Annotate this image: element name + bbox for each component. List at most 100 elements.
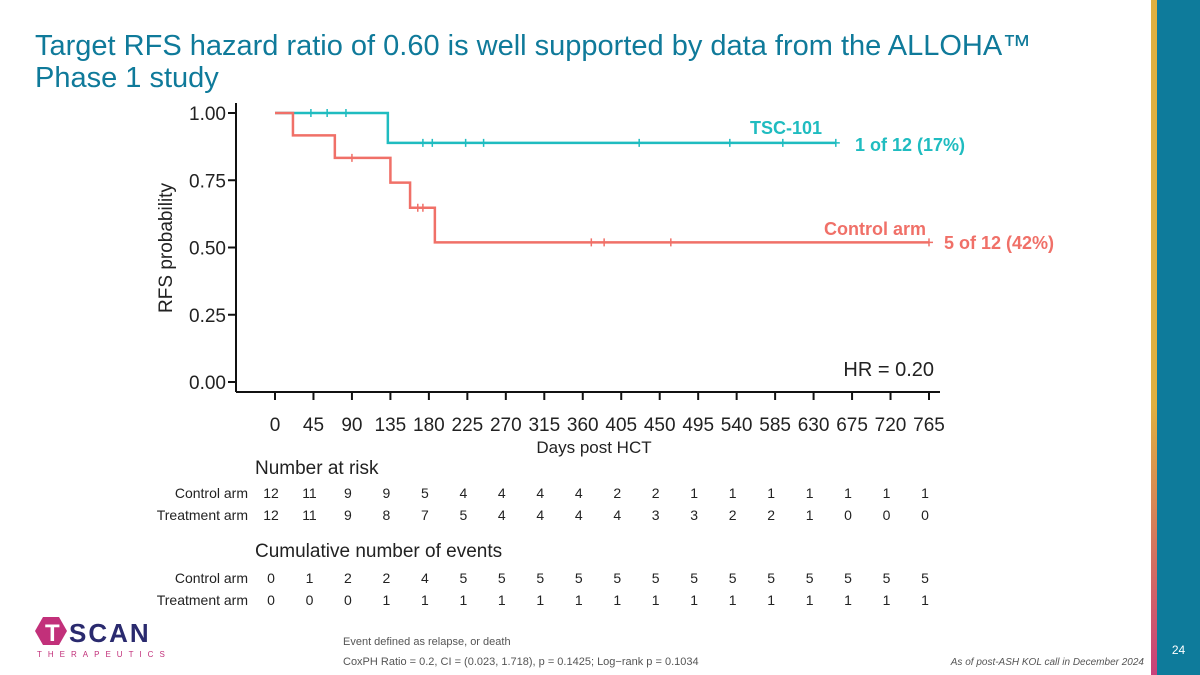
events-table-cell: 1 (536, 592, 544, 608)
risk-table-cell: 4 (575, 485, 583, 501)
risk-table-cell: 11 (302, 485, 317, 501)
x-tick-label: 630 (798, 415, 830, 436)
tsc101-label: TSC-101 (750, 118, 822, 138)
risk-table-cell: 1 (921, 485, 929, 501)
events-table-cell: 5 (575, 570, 583, 586)
censor-mark (725, 138, 734, 147)
x-tick-label: 0 (270, 415, 281, 436)
x-tick-label: 225 (452, 415, 484, 436)
page-number: 24 (1171, 643, 1186, 657)
risk-table-cell: 3 (690, 507, 698, 523)
censor-mark (428, 138, 437, 147)
events-table-cell: 5 (767, 570, 775, 586)
events-table-cell: 0 (267, 592, 275, 608)
risk-table-cell: 4 (536, 507, 544, 523)
risk-table-cell: 2 (729, 507, 737, 523)
x-tick-label: 405 (605, 415, 637, 436)
risk-table-cell: 0 (921, 507, 929, 523)
as-of-note: As of post-ASH KOL call in December 2024 (950, 657, 1144, 668)
y-tick-label: 1.00 (189, 104, 226, 125)
events-table-cell: 5 (806, 570, 814, 586)
censor-mark (635, 138, 644, 147)
risk-table-cell: 2 (613, 485, 621, 501)
censor-mark (418, 203, 427, 212)
y-tick-label: 0.25 (189, 306, 226, 327)
events-table-cell: 1 (844, 592, 852, 608)
censor-mark (925, 238, 933, 247)
y-tick-label: 0.00 (189, 373, 226, 394)
x-tick-label: 675 (836, 415, 868, 436)
events-table-cell: 1 (383, 592, 391, 608)
side-bar (1157, 0, 1200, 675)
tscan-logo: T SCAN THERAPEUTICS (35, 615, 175, 665)
x-tick-label: 450 (644, 415, 676, 436)
censor-mark (461, 138, 470, 147)
x-tick-label: 585 (759, 415, 791, 436)
events-table-cell: 1 (921, 592, 929, 608)
risk-table-cell: 8 (383, 507, 391, 523)
page-title: Target RFS hazard ratio of 0.60 is well … (35, 30, 1032, 94)
risk-table-cell: 0 (844, 507, 852, 523)
x-tick-label: 540 (721, 415, 753, 436)
censor-mark (666, 238, 675, 247)
events-table-cell: 1 (767, 592, 775, 608)
events-table-row-label: Treatment arm (157, 592, 248, 608)
events-table-cell: 5 (921, 570, 929, 586)
x-axis-label: Days post HCT (536, 438, 651, 457)
risk-table-cell: 1 (806, 485, 814, 501)
y-tick-label: 0.50 (189, 239, 226, 260)
risk-table-cell: 4 (536, 485, 544, 501)
risk-table-cell: 1 (883, 485, 891, 501)
x-tick-label: 135 (375, 415, 407, 436)
x-tick-label: 765 (913, 415, 945, 436)
risk-table-cell: 4 (498, 507, 506, 523)
svg-text:THERAPEUTICS: THERAPEUTICS (37, 650, 171, 659)
risk-table-cell: 1 (729, 485, 737, 501)
events-table-cell: 1 (459, 592, 467, 608)
events-table-cell: 4 (421, 570, 429, 586)
risk-table-cell: 7 (421, 507, 429, 523)
risk-table-cell: 12 (263, 485, 279, 501)
km-curve-tsc101 (275, 111, 836, 145)
events-table-cell: 1 (729, 592, 737, 608)
risk-table-row-label: Control arm (175, 485, 248, 501)
svg-text:SCAN: SCAN (69, 618, 151, 648)
events-table-cell: 1 (306, 570, 314, 586)
events-table-cell: 0 (267, 570, 275, 586)
risk-table-cell: 1 (806, 507, 814, 523)
risk-table-cell: 9 (383, 485, 391, 501)
censor-mark (306, 109, 315, 117)
risk-table-cell: 5 (421, 485, 429, 501)
hr-annotation: HR = 0.20 (843, 359, 934, 381)
risk-table-title: Number at risk (255, 458, 379, 479)
censor-mark (341, 109, 350, 117)
risk-table-cell: 2 (652, 485, 660, 501)
risk-table-cell: 2 (767, 507, 775, 523)
events-table-cell: 2 (383, 570, 391, 586)
control-events: 5 of 12 (42%) (944, 233, 1054, 253)
events-table-cell: 5 (613, 570, 621, 586)
risk-table-cell: 9 (344, 507, 352, 523)
risk-table-cell: 1 (844, 485, 852, 501)
censor-mark (418, 138, 427, 147)
risk-table-cell: 0 (883, 507, 891, 523)
censor-mark (831, 138, 840, 147)
events-table-cell: 5 (690, 570, 698, 586)
accent-stripe (1151, 0, 1157, 675)
x-tick-label: 270 (490, 415, 522, 436)
events-table-cell: 0 (344, 592, 352, 608)
events-table-cell: 5 (652, 570, 660, 586)
risk-table-cell: 3 (652, 507, 660, 523)
footnote-stats: CoxPH Ratio = 0.2, CI = (0.023, 1.718), … (343, 656, 699, 668)
censor-mark (778, 138, 787, 147)
events-table-row-label: Control arm (175, 570, 248, 586)
risk-table-cell: 4 (575, 507, 583, 523)
risk-table-cell: 1 (690, 485, 698, 501)
x-tick-label: 360 (567, 415, 599, 436)
x-tick-label: 45 (303, 415, 324, 436)
x-tick-label: 495 (682, 415, 714, 436)
x-tick-label: 180 (413, 415, 445, 436)
x-tick-label: 315 (528, 415, 560, 436)
events-table-cell: 5 (459, 570, 467, 586)
risk-table-cell: 4 (613, 507, 621, 523)
